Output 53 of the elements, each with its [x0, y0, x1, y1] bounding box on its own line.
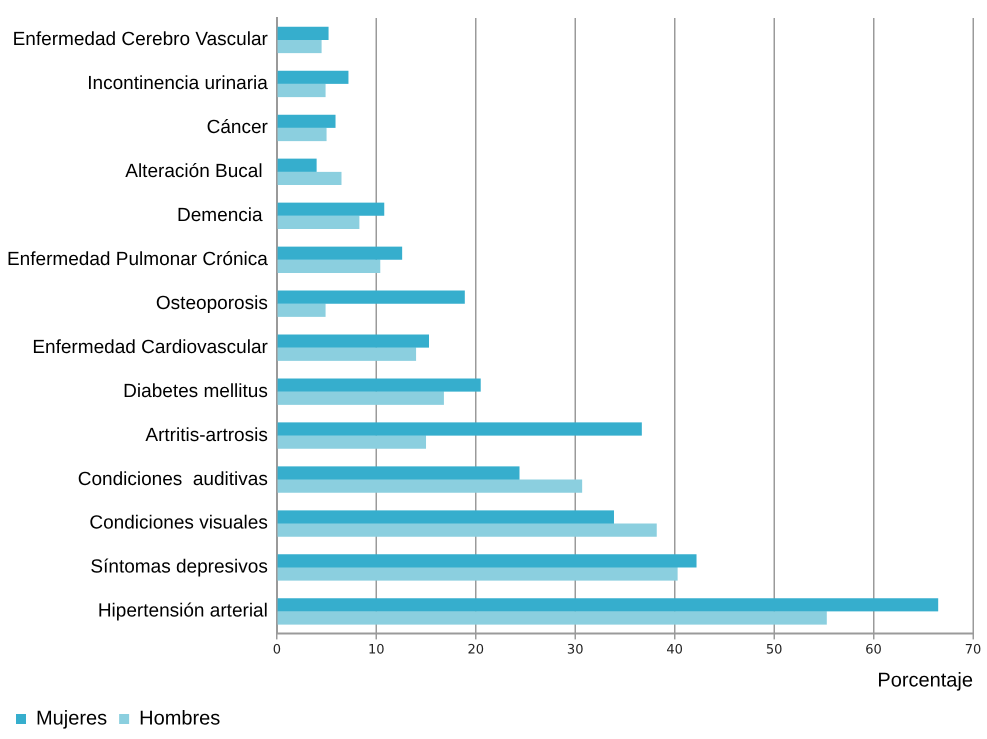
y-tick-label: Artritis-artrosis: [145, 424, 268, 446]
bar: [278, 246, 402, 260]
bar: [278, 26, 329, 40]
bar: [278, 422, 642, 436]
bar: [278, 128, 327, 142]
bar: [278, 378, 481, 392]
y-tick-label: Cáncer: [206, 117, 269, 138]
bar: [278, 260, 380, 273]
bar: [278, 611, 827, 625]
legend-label: Mujeres: [36, 708, 108, 730]
bar: [278, 348, 416, 361]
x-tick-label: 10: [368, 642, 385, 658]
bar: [278, 84, 326, 98]
bar: [278, 334, 430, 348]
bar: [278, 466, 520, 480]
x-tick-label: 70: [964, 642, 982, 658]
x-tick-label: 40: [666, 642, 683, 658]
x-tick-label: 30: [566, 642, 584, 658]
bar: [278, 158, 317, 172]
y-tick-label: Enfermedad Pulmonar Crónica: [6, 249, 268, 270]
x-axis-title: Porcentaje: [877, 670, 973, 692]
x-tick-label: 0: [272, 642, 281, 658]
y-tick-label: Diabetes mellitus: [123, 380, 268, 402]
bar: [278, 304, 326, 317]
bar: [278, 114, 336, 128]
x-tick-label: 50: [766, 642, 782, 658]
bar: [278, 392, 444, 405]
y-tick-label: Hipertensión arterial: [98, 600, 268, 622]
bar: [278, 216, 360, 229]
bar: [278, 172, 342, 186]
bar: [278, 436, 426, 449]
x-tick-label: 60: [865, 642, 882, 658]
y-tick-label: Incontinencia urinaria: [87, 73, 268, 94]
legend-label: Hombres: [139, 708, 220, 730]
bar: [278, 70, 348, 84]
y-tick-label: Osteoporosis: [156, 292, 268, 314]
bar: [278, 598, 938, 612]
bar: [278, 480, 582, 493]
bar: [278, 567, 678, 581]
y-tick-label: Enfermedad Cardiovascular: [32, 336, 269, 358]
y-tick-label: Demencia: [177, 205, 268, 226]
y-tick-label: Enfermedad Cerebro Vascular: [12, 29, 269, 50]
y-tick-label: Alteración Bucal: [125, 161, 268, 182]
bar: [278, 290, 465, 304]
y-tick-label: Condiciones visuales: [89, 512, 268, 534]
x-tick-label: 20: [467, 642, 484, 658]
bar: [278, 510, 614, 524]
bar: [278, 202, 384, 216]
y-tick-label: Condiciones auditivas: [78, 468, 268, 490]
bar: [278, 554, 697, 568]
bar: [278, 524, 657, 537]
bar: [278, 40, 322, 54]
y-tick-label: Síntomas depresivos: [90, 556, 268, 578]
